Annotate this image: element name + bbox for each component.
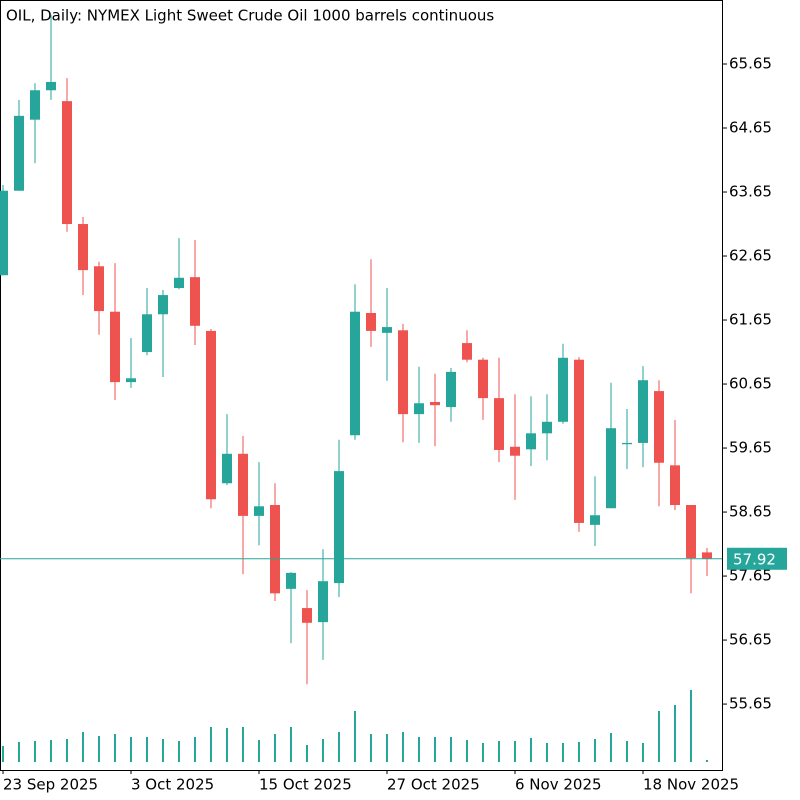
candle-body xyxy=(494,398,504,450)
candle-body xyxy=(670,465,680,506)
candle-body xyxy=(366,312,376,331)
candle-body xyxy=(286,572,296,589)
candle-body xyxy=(574,359,584,523)
x-tick-label: 23 Sep 2025 xyxy=(3,776,98,794)
candle-body xyxy=(30,90,40,120)
y-tick-label: 56.65 xyxy=(729,631,772,649)
candle-body xyxy=(0,190,8,276)
candle-body xyxy=(446,371,456,408)
y-tick-label: 62.65 xyxy=(729,247,772,265)
candle-body xyxy=(302,608,312,623)
candle-body xyxy=(110,311,120,383)
x-tick-label: 6 Nov 2025 xyxy=(515,776,602,794)
candle-body xyxy=(14,115,24,191)
candle-body xyxy=(622,442,632,445)
candle-body xyxy=(702,552,712,559)
y-tick-label: 59.65 xyxy=(729,439,772,457)
candle-body xyxy=(174,277,184,289)
candle-body xyxy=(254,506,264,516)
candle-body xyxy=(206,330,216,500)
candle-body xyxy=(62,101,72,225)
candle-body xyxy=(350,311,360,436)
x-tick-label: 27 Oct 2025 xyxy=(387,776,480,794)
candle-body xyxy=(238,453,248,516)
candle-body xyxy=(46,81,56,91)
candle-body xyxy=(462,343,472,360)
candle-body xyxy=(158,295,168,315)
y-tick-label: 57.65 xyxy=(729,567,772,585)
y-tick-label: 63.65 xyxy=(729,183,772,201)
y-tick-label: 60.65 xyxy=(729,375,772,393)
candle-body xyxy=(222,453,232,484)
candle-body xyxy=(270,505,280,594)
last-price-tag xyxy=(727,547,787,570)
candle-body xyxy=(382,327,392,333)
candle-body xyxy=(334,471,344,584)
candle-body xyxy=(190,277,200,326)
candle-body xyxy=(478,359,488,399)
y-tick-label: 58.65 xyxy=(729,503,772,521)
candle-body xyxy=(398,330,408,415)
candle-body xyxy=(78,224,88,271)
y-tick-label: 55.65 xyxy=(729,695,772,713)
candle-body xyxy=(638,380,648,443)
plot-frame xyxy=(0,0,723,771)
candle-body xyxy=(94,266,104,312)
candle-body xyxy=(606,428,616,509)
y-tick-label: 64.65 xyxy=(729,119,772,137)
chart-title: OIL, Daily: NYMEX Light Sweet Crude Oil … xyxy=(6,7,494,25)
candle-body xyxy=(414,403,424,415)
candle-body xyxy=(142,314,152,353)
x-tick-label: 3 Oct 2025 xyxy=(131,776,214,794)
x-tick-label: 18 Nov 2025 xyxy=(643,776,739,794)
last-price-label: 57.92 xyxy=(733,550,776,568)
y-tick-label: 61.65 xyxy=(729,311,772,329)
candle-body xyxy=(558,357,568,422)
candle-body xyxy=(430,401,440,406)
candle-body xyxy=(686,505,696,559)
x-tick-label: 15 Oct 2025 xyxy=(259,776,352,794)
candle-body xyxy=(542,421,552,434)
y-tick-label: 65.65 xyxy=(729,55,772,73)
candle-body xyxy=(526,433,536,450)
candle-body xyxy=(654,391,664,463)
candle-body xyxy=(510,446,520,456)
candle-body xyxy=(590,515,600,525)
candle-body xyxy=(318,581,328,623)
candle-body xyxy=(126,378,136,383)
